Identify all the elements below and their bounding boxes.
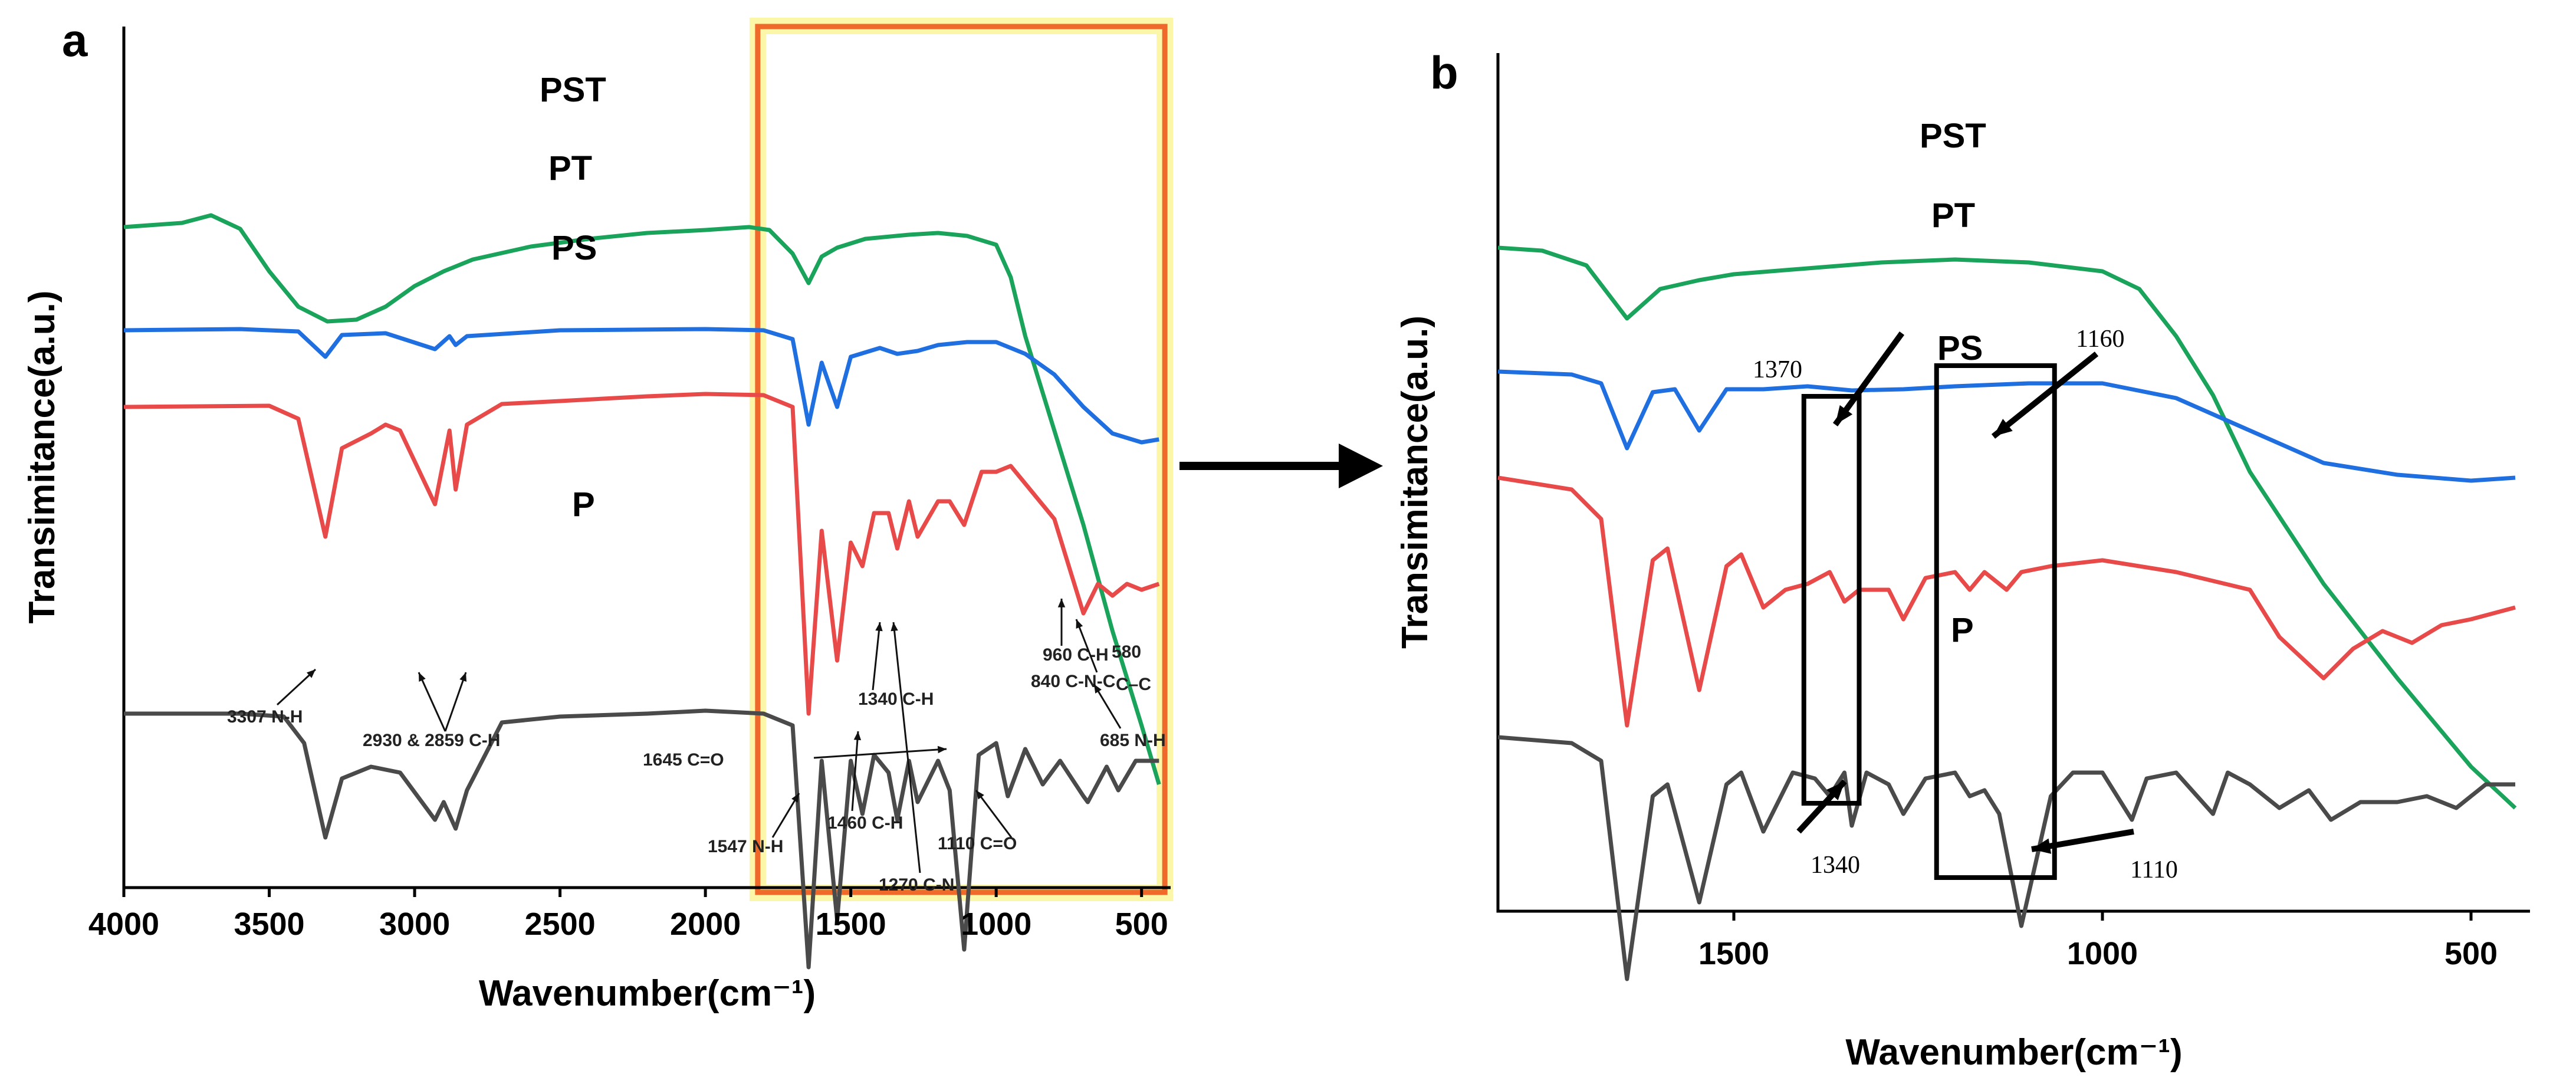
annotation-arrow [1832,331,1905,426]
x-axis-label: Wavenumber(cm⁻¹) [1845,1032,2182,1073]
peak-annotation: 1547 N-H [708,837,783,856]
peak-annotation: 1645 C=O [643,750,724,770]
annotation-arrowhead [2032,838,2052,854]
peak-annotation-1370: 1370 [1753,356,1802,383]
series-label-pst: PST [1920,117,1986,155]
x-tick-label: 4000 [88,906,159,942]
x-tick-label: 2000 [670,906,741,942]
highlight-box-1160-1110 [1934,363,2057,880]
series-label-p: P [572,485,595,524]
peak-annotation: 1340 C-H [858,689,934,709]
annotation-arrow [1991,352,2099,439]
annotation-arrow [892,622,921,873]
series-line-ps [1497,475,2516,728]
peak-annotation: 1460 C-H [827,813,903,833]
annotation-arrowhead [306,669,316,678]
panel-letter-b: b [1430,47,1458,98]
annotation-arrowhead [1057,599,1066,607]
annotation-arrowhead [1094,684,1102,694]
series-line-ps [123,392,1160,716]
y-axis-label: Transimitance(a.u.) [1395,316,1435,649]
highlight-inner [765,34,1157,885]
annotation-arrowhead [976,790,984,800]
annotation-arrowhead [1993,419,2013,436]
series-line-pt [1497,369,2516,483]
series-line-p [124,708,1159,970]
series-label-pt: PT [548,149,592,188]
annotation-arrow [276,668,317,706]
annotation-arrow [418,672,446,732]
series-line-pst [1497,245,2517,810]
annotation-arrowhead [1076,619,1083,629]
x-tick-label: 3000 [379,906,450,942]
annotation-arrowhead [459,672,467,682]
annotation-arrow [813,748,947,759]
peak-annotation-1340: 1340 [1811,852,1860,879]
highlight-box [755,24,1168,895]
x-tick-label: 500 [1115,906,1168,942]
panel-letter-a: a [62,14,88,66]
annotation-arrow [1075,619,1098,673]
x-tick-label: 1000 [2067,936,2138,971]
series-label-ps: PS [551,229,597,267]
y-axis-label: Transimitance(a.u.) [22,290,63,623]
panel-connector-arrow [1179,444,1383,488]
series-label-p: P [1951,611,1974,649]
annotation-arrowhead [1835,405,1853,425]
annotation-arrowhead [937,745,947,754]
x-tick-label: 1000 [961,906,1031,942]
peak-annotation: 1270 C-N [879,875,954,895]
panel-b-axes [1496,53,2530,913]
annotation-arrowhead [1826,781,1845,801]
peak-annotation: 3307 N-H [227,707,303,727]
peak-annotation-1160: 1160 [2076,326,2124,353]
peak-annotation: 1110 C=O [938,834,1017,853]
x-axis-label: Wavenumber(cm⁻¹) [479,973,816,1014]
peak-annotation: 685 N-H [1100,731,1166,750]
annotation-arrowhead [853,731,862,741]
series-label-pt: PT [1931,196,1975,235]
x-tick-label: 2500 [525,906,596,942]
peak-annotation-1110: 1110 [2130,856,2178,883]
annotation-arrowhead [891,622,898,632]
annotation-arrow [975,790,1013,838]
x-tick-label: 1500 [816,906,886,942]
annotation-arrow [872,622,881,691]
peak-annotation: 960 C-H [1043,645,1109,665]
connector-arrowhead [1339,444,1383,488]
peak-annotation: C–C [1116,675,1151,694]
x-tick-label: 1500 [1698,936,1769,971]
annotation-arrowhead [419,672,426,682]
panel-a-chart: PST PT PS P 4000 3500 3000 2500 2000 1500 1000 500 W… [22,14,1174,1014]
panel-b-chart: PST PT PS P 1500 1000 500 Wavenumber(cm⁻¹) Trans… [1395,47,2530,1073]
peak-annotation: 2930 & 2859 C-H [363,731,500,750]
series-line-p [1497,735,2515,981]
peak-annotation: 580 [1112,642,1141,662]
annotation-arrowhead [791,793,799,803]
x-tick-label: 3500 [234,906,304,942]
x-tick-label: 500 [2444,936,2498,971]
annotation-arrow [444,672,467,732]
series-line-pt [123,327,1159,445]
series-line-pst [123,213,1161,785]
series-label-pst: PST [540,71,606,109]
annotation-arrow [851,731,859,812]
annotation-arrowhead [875,622,883,632]
series-label-ps: PS [1937,329,1983,367]
peak-annotation: 840 C-N-C [1031,672,1115,691]
highlight-box-1370-1340 [1801,394,1862,806]
